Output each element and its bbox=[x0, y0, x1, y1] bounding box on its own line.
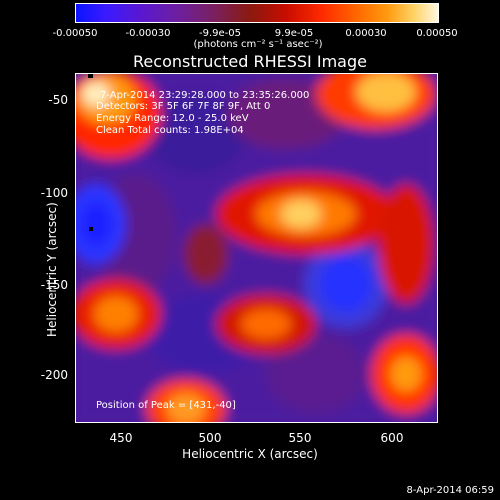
source bbox=[241, 309, 291, 339]
colorbar-tick: -0.00030 bbox=[125, 28, 171, 39]
y-tick-label: -100 bbox=[40, 186, 68, 200]
peak-position-label: Position of Peak = [431,-40] bbox=[96, 400, 236, 411]
purple-region bbox=[226, 79, 346, 149]
heatmap-plot: 7-Apr-2014 23:29:28.000 to 23:35:26.000 … bbox=[75, 73, 438, 423]
x-tick-label: 450 bbox=[109, 431, 133, 445]
colorbar-unit: (photons cm⁻² s⁻¹ asec⁻²) bbox=[193, 39, 323, 50]
x-tick-label: 550 bbox=[288, 431, 312, 445]
source bbox=[184, 224, 228, 284]
blue-minimum-core bbox=[81, 202, 111, 246]
energy-range-label: Energy Range: 12.0 - 25.0 keV bbox=[96, 113, 249, 124]
min-marker bbox=[89, 227, 93, 231]
source-peak-core bbox=[82, 82, 110, 106]
source bbox=[166, 393, 206, 422]
blue-minimum-core bbox=[320, 256, 372, 312]
time-range: 7-Apr-2014 23:29:28.000 to 23:35:26.000 bbox=[100, 90, 310, 101]
source bbox=[378, 184, 434, 304]
clean-label: Clean Total counts: 1.98E+04 bbox=[96, 125, 244, 136]
source bbox=[390, 356, 422, 392]
colorbar-tick: 0.00050 bbox=[416, 28, 458, 39]
y-axis-label: Heliocentric Y (arcsec) bbox=[45, 202, 59, 337]
colorbar-tick: -0.00050 bbox=[52, 28, 98, 39]
source bbox=[356, 74, 416, 112]
purple-region bbox=[146, 94, 246, 174]
colorbar-tick: -9.9e-05 bbox=[199, 28, 241, 39]
colorbar-tick: 0.00030 bbox=[345, 28, 387, 39]
purple-region bbox=[266, 334, 366, 414]
colorbar-tick: 9.9e-05 bbox=[274, 28, 314, 39]
peak-marker bbox=[88, 74, 93, 78]
detectors-label: Detectors: 3F 5F 6F 7F 8F 9F, Att 0 bbox=[96, 101, 271, 112]
x-tick-label: 600 bbox=[380, 431, 404, 445]
x-tick-label: 500 bbox=[198, 431, 222, 445]
x-axis-label: Heliocentric X (arcsec) bbox=[182, 447, 318, 461]
timestamp: 8-Apr-2014 06:59 bbox=[406, 485, 494, 496]
y-tick-label: -150 bbox=[40, 278, 68, 292]
y-tick-label: -200 bbox=[40, 368, 68, 382]
chart-title: Reconstructed RHESSI Image bbox=[133, 52, 367, 71]
source bbox=[94, 296, 138, 332]
y-tick-label: -50 bbox=[48, 93, 68, 107]
arc-source-core bbox=[281, 200, 321, 228]
colorbar bbox=[75, 3, 439, 23]
